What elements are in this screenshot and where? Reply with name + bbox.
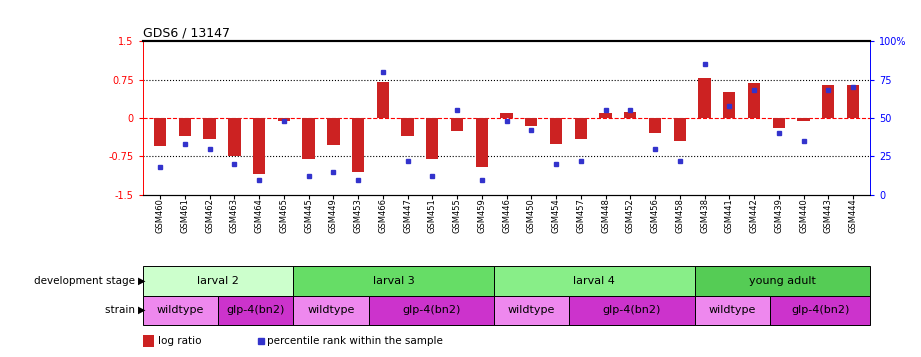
Bar <box>698 79 711 118</box>
Text: GDS6 / 13147: GDS6 / 13147 <box>143 27 229 40</box>
Bar <box>773 118 785 128</box>
Text: GSM465: GSM465 <box>279 198 288 233</box>
Text: percentile rank within the sample: percentile rank within the sample <box>267 336 443 346</box>
Bar <box>253 118 265 175</box>
Bar <box>694 296 770 325</box>
Bar <box>673 118 686 141</box>
Text: ▶: ▶ <box>138 276 146 286</box>
Text: wildtype: wildtype <box>157 305 204 315</box>
Bar <box>377 82 389 118</box>
Bar <box>846 85 859 118</box>
Bar <box>798 118 810 121</box>
Bar <box>748 83 760 118</box>
Bar <box>302 118 315 159</box>
Text: GSM444: GSM444 <box>848 198 857 233</box>
Bar <box>475 118 488 167</box>
Bar <box>143 296 218 325</box>
Text: GSM461: GSM461 <box>181 198 190 233</box>
Bar <box>694 266 870 296</box>
Bar <box>649 118 661 134</box>
Bar <box>204 118 216 139</box>
Text: GSM464: GSM464 <box>254 198 263 233</box>
Text: glp-4(bn2): glp-4(bn2) <box>603 305 661 315</box>
Bar <box>402 118 414 136</box>
Bar <box>293 296 368 325</box>
Bar <box>624 112 636 118</box>
Bar <box>525 118 538 126</box>
Bar <box>822 85 834 118</box>
Text: glp-4(bn2): glp-4(bn2) <box>402 305 460 315</box>
Text: GSM439: GSM439 <box>775 198 783 233</box>
Bar <box>293 266 494 296</box>
Bar <box>352 118 364 172</box>
Text: GSM446: GSM446 <box>502 198 511 233</box>
Text: GSM456: GSM456 <box>650 198 659 233</box>
Text: GSM447: GSM447 <box>403 198 412 233</box>
Bar <box>143 335 154 347</box>
Text: GSM453: GSM453 <box>354 198 363 233</box>
Text: larval 2: larval 2 <box>197 276 239 286</box>
Text: GSM451: GSM451 <box>428 198 437 233</box>
Text: GSM452: GSM452 <box>625 198 635 233</box>
Text: GSM440: GSM440 <box>799 198 808 233</box>
Text: GSM455: GSM455 <box>452 198 461 233</box>
Text: GSM462: GSM462 <box>205 198 214 233</box>
Text: ▶: ▶ <box>138 305 146 315</box>
Bar <box>494 266 694 296</box>
Bar <box>154 118 167 146</box>
Bar <box>368 296 494 325</box>
Bar <box>770 296 870 325</box>
Text: young adult: young adult <box>749 276 816 286</box>
Bar <box>569 296 694 325</box>
Text: larval 4: larval 4 <box>574 276 615 286</box>
Text: GSM463: GSM463 <box>230 198 239 233</box>
Text: GSM441: GSM441 <box>725 198 734 233</box>
Bar <box>451 118 463 131</box>
Text: GSM449: GSM449 <box>329 198 338 233</box>
Bar <box>500 113 513 118</box>
Bar <box>575 118 587 139</box>
Text: wildtype: wildtype <box>708 305 756 315</box>
Text: GSM466: GSM466 <box>379 198 388 233</box>
Text: GSM450: GSM450 <box>527 198 536 233</box>
Text: GSM443: GSM443 <box>823 198 833 233</box>
Text: GSM442: GSM442 <box>750 198 759 233</box>
Text: strain: strain <box>105 305 138 315</box>
Bar <box>600 113 612 118</box>
Bar <box>218 296 293 325</box>
Text: development stage: development stage <box>34 276 138 286</box>
Text: log ratio: log ratio <box>158 336 202 346</box>
Text: GSM454: GSM454 <box>552 198 561 233</box>
Text: glp-4(bn2): glp-4(bn2) <box>791 305 849 315</box>
Bar <box>426 118 438 159</box>
Text: glp-4(bn2): glp-4(bn2) <box>227 305 285 315</box>
Text: wildtype: wildtype <box>508 305 555 315</box>
Bar <box>550 118 562 144</box>
Bar <box>228 118 240 156</box>
Bar <box>723 92 736 118</box>
Bar <box>143 266 293 296</box>
Text: GSM448: GSM448 <box>601 198 610 233</box>
Bar <box>494 296 569 325</box>
Text: GSM438: GSM438 <box>700 198 709 233</box>
Text: larval 3: larval 3 <box>373 276 414 286</box>
Bar <box>327 118 340 145</box>
Text: GSM457: GSM457 <box>577 198 585 233</box>
Bar <box>179 118 191 136</box>
Text: GSM445: GSM445 <box>304 198 313 233</box>
Text: GSM459: GSM459 <box>477 198 486 233</box>
Text: GSM458: GSM458 <box>675 198 684 233</box>
Text: GSM460: GSM460 <box>156 198 165 233</box>
Text: wildtype: wildtype <box>308 305 355 315</box>
Bar <box>277 118 290 121</box>
